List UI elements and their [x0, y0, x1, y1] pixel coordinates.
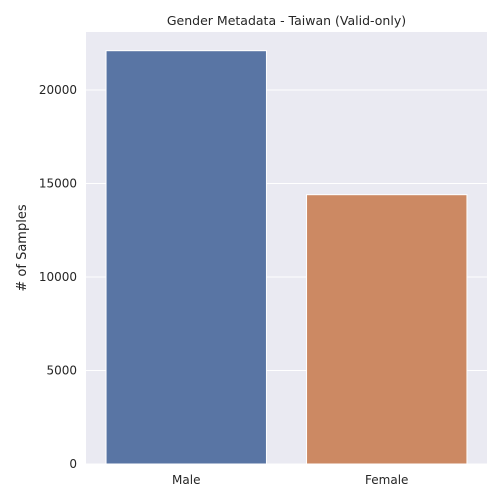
y-tick-label: 5000	[46, 363, 77, 377]
chart-title: Gender Metadata - Taiwan (Valid-only)	[167, 13, 406, 28]
x-tick-label: Female	[365, 473, 408, 487]
bar-male	[105, 50, 267, 465]
y-axis-label: # of Samples	[15, 204, 30, 291]
y-tick-label: 10000	[39, 270, 77, 284]
y-tick-labels: 0 5000 10000 15000 20000	[39, 83, 77, 471]
y-tick-label: 15000	[39, 176, 77, 190]
x-tick-label: Male	[172, 473, 200, 487]
bar-female	[306, 194, 468, 465]
y-tick-label: 20000	[39, 83, 77, 97]
bars	[105, 50, 468, 465]
x-tick-labels: Male Female	[172, 473, 408, 487]
y-tick-label: 0	[69, 457, 77, 471]
